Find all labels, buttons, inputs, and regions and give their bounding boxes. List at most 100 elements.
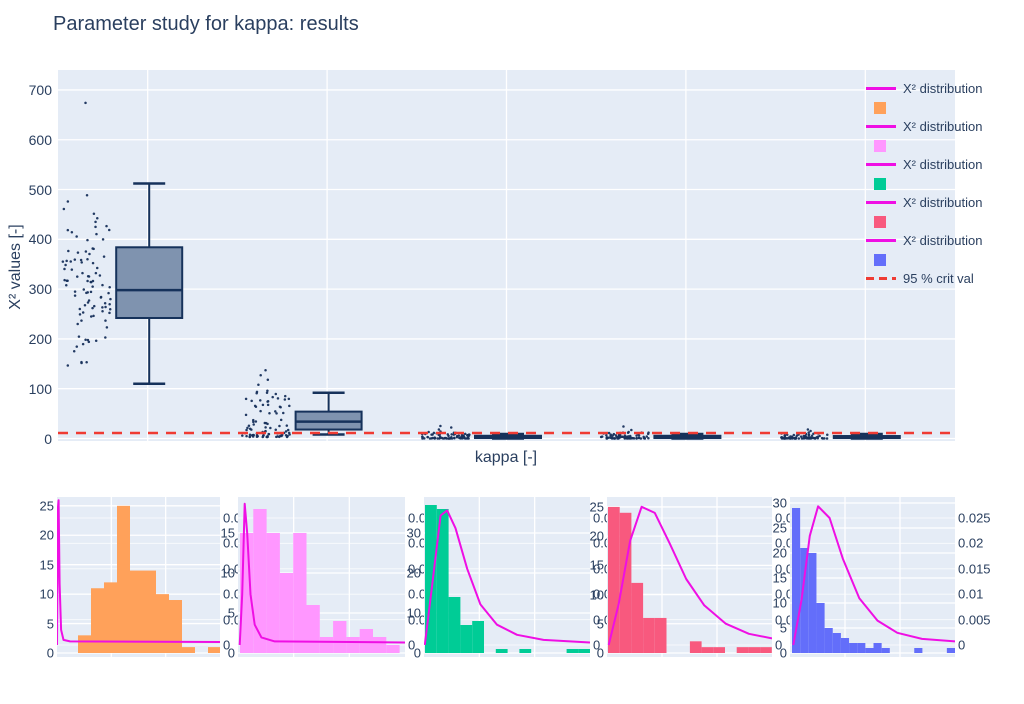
hist-count-tick-label: 10	[406, 605, 421, 621]
hist-bars	[240, 509, 400, 653]
legend-item-crit[interactable]: 95 % crit val	[866, 269, 1024, 288]
hist-bars	[425, 505, 590, 653]
dashed-line-swatch-icon	[866, 277, 896, 280]
hist-bar	[849, 643, 858, 653]
histogram-svg	[790, 497, 955, 657]
hist-bar	[619, 512, 632, 653]
box-group-5	[780, 428, 901, 440]
histogram-panel-3[interactable]	[424, 497, 590, 657]
hist-count-tick-label: 5	[779, 620, 787, 636]
hist-bars	[78, 505, 220, 653]
hist-bar	[608, 506, 620, 653]
box-group-2	[241, 369, 363, 439]
square-swatch-icon	[874, 215, 886, 228]
legend-item-dist-5[interactable]: X² distribution	[866, 231, 1024, 250]
legend-item-dist-4[interactable]: X² distribution	[866, 193, 1024, 212]
hist-bar	[91, 588, 104, 653]
hist-count-tick-label: 30	[406, 525, 421, 541]
hist-count-tick-label: 0	[227, 645, 235, 661]
hist-bar	[333, 621, 347, 653]
legend-item-dist-1[interactable]: X² distribution	[866, 79, 1024, 98]
hist-count-tick-label: 10	[589, 587, 604, 603]
hist-bar	[748, 647, 761, 653]
hist-count-tick-label: 25	[589, 499, 604, 515]
hist-count-tick-label: 5	[596, 616, 604, 632]
hist-bar	[346, 637, 360, 653]
chi2-pdf-curve	[57, 499, 220, 646]
square-swatch-icon	[874, 177, 886, 190]
histogram-panel-1[interactable]	[57, 497, 220, 657]
hist-count-tick-label: 15	[772, 570, 787, 586]
hist-pdf-tick-label: 0.025	[958, 510, 991, 526]
y-axis-tick-label: 300	[28, 281, 52, 298]
histogram-svg	[57, 497, 220, 657]
y-axis-tick-label: 700	[28, 81, 52, 98]
hist-bar	[78, 635, 91, 653]
y-axis-tick-label: 200	[28, 330, 52, 347]
line-swatch-icon	[866, 87, 896, 90]
histogram-panel-2[interactable]	[238, 497, 405, 657]
legend-item-series-2[interactable]	[866, 136, 1024, 155]
legend-item-series-1[interactable]	[866, 98, 1024, 117]
y-axis-tick-label: 600	[28, 131, 52, 148]
histogram-panel-4[interactable]	[607, 497, 772, 657]
hist-bar	[359, 629, 373, 653]
legend-item-series-4[interactable]	[866, 212, 1024, 231]
hist-bar	[436, 509, 449, 653]
y-axis-tick-label: 100	[28, 380, 52, 397]
hist-bar	[104, 582, 117, 653]
main-plot[interactable]	[58, 70, 955, 441]
legend-item-dist-2[interactable]: X² distribution	[866, 117, 1024, 136]
chi2-pdf-curve	[424, 509, 590, 646]
hist-bar	[306, 605, 320, 653]
hist-bar	[824, 628, 833, 653]
legend: X² distribution X² distribution X² distrib…	[866, 79, 1024, 288]
x-axis-title: kappa [-]	[474, 449, 538, 466]
hist-bar	[654, 617, 667, 653]
scatter-points	[599, 425, 650, 440]
box-group-1	[61, 101, 184, 385]
y-axis-tick-label: 500	[28, 181, 52, 198]
hist-pdf-tick-label: 0	[958, 637, 966, 653]
hist-bar	[373, 637, 387, 653]
hist-pdf-tick-label: 0	[593, 637, 601, 653]
hist-pdf-tick-label: 0.01	[958, 586, 984, 602]
hist-count-tick-label: 10	[772, 595, 787, 611]
hist-pdf-tick-label: 0	[223, 637, 231, 653]
hist-bar	[448, 597, 461, 653]
hist-count-tick-label: 0	[413, 645, 421, 661]
line-swatch-icon	[866, 163, 896, 166]
hist-bar	[578, 649, 590, 653]
hist-bar	[266, 533, 280, 653]
histogram-svg	[238, 497, 405, 657]
hist-count-tick-label: 30	[772, 495, 787, 511]
hist-count-tick-label: 0	[46, 645, 54, 661]
hist-bar	[643, 617, 655, 653]
hist-bar	[169, 600, 182, 653]
hist-bar	[495, 649, 508, 653]
legend-item-dist-3[interactable]: X² distribution	[866, 155, 1024, 174]
legend-item-label: X² distribution	[903, 157, 983, 172]
hist-bar	[857, 643, 866, 653]
hist-count-tick-label: 20	[772, 545, 787, 561]
chi2-pdf-curve	[238, 502, 405, 646]
legend-item-series-3[interactable]	[866, 174, 1024, 193]
y-axis-tick-label: 400	[28, 231, 52, 248]
hist-bar	[293, 533, 307, 653]
hist-count-tick-label: 10	[220, 565, 235, 581]
hist-bar	[701, 647, 714, 653]
hist-bar	[840, 638, 850, 653]
chi2-pdf-curve	[792, 505, 955, 646]
legend-item-series-5[interactable]	[866, 250, 1024, 269]
hist-bar	[143, 570, 156, 653]
hist-bar	[713, 647, 725, 653]
legend-item-label: 95 % crit val	[903, 271, 974, 286]
hist-bar	[946, 648, 955, 653]
hist-bar	[472, 621, 484, 653]
line-swatch-icon	[866, 239, 896, 242]
hist-bar	[736, 647, 749, 653]
scatter-points	[61, 101, 112, 367]
histogram-panel-5[interactable]	[790, 497, 955, 657]
hist-pdf-tick-label: 0.015	[958, 561, 991, 577]
hist-bar	[760, 647, 772, 653]
